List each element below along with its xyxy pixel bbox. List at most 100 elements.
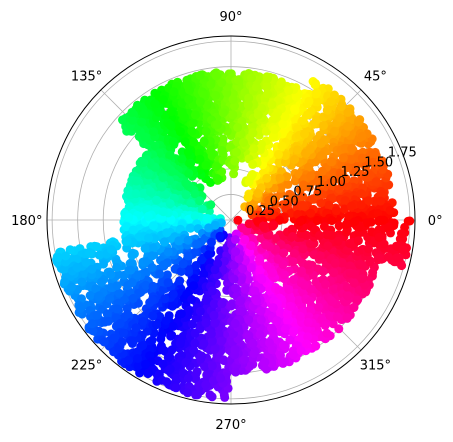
scatter-point [120,294,130,304]
scatter-point [357,274,367,284]
scatter-point [280,151,290,161]
scatter-point [382,180,392,190]
scatter-point [87,319,97,329]
scatter-point [207,361,217,371]
scatter-point [384,222,394,232]
scatter-point [270,111,280,121]
scatter-point [334,184,344,194]
scatter-point [254,254,264,264]
scatter-point [207,237,216,247]
scatter-point [143,211,153,221]
scatter-point [168,321,178,331]
scatter-point [236,275,246,285]
scatter-point [385,205,395,215]
scatter-point [183,235,193,245]
scatter-point [298,244,308,254]
scatter-point [229,274,239,284]
scatter-point [255,127,265,137]
scatter-point [147,335,157,345]
polar-frame [46,35,416,405]
r-tick-label: 0.25 [246,204,275,219]
scatter-point [364,196,374,206]
scatter-point [106,270,116,280]
scatter-point [277,141,287,151]
scatter-point [280,324,290,334]
scatter-point [366,217,376,227]
scatter-point [371,177,381,187]
scatter-point [293,295,303,305]
scatter-point [148,281,158,291]
scatter-point [207,151,217,161]
scatter-point [267,358,277,368]
scatter-point [186,199,196,209]
scatter-point [368,157,378,167]
scatter-point [94,291,104,301]
scatter-point [141,280,151,290]
scatter-point [157,182,167,192]
theta-tick-label: 180° [11,214,42,229]
scatter-point [148,243,158,253]
scatter-point [327,297,337,307]
scatter-point [183,251,193,261]
scatter-point [133,354,143,363]
scatter-point [244,331,254,340]
scatter-point [142,326,152,336]
r-tick-label: 1.50 [364,155,393,170]
scatter-point [305,296,315,306]
scatter-point [186,158,196,168]
scatter-point [206,329,216,339]
scatter-point [206,200,216,210]
scatter-point [99,259,108,269]
scatter-point [180,137,190,147]
scatter-point [140,243,150,253]
scatter-point [343,163,353,173]
scatter-point [87,264,97,274]
r-tick-label: 0.75 [293,185,322,200]
scatter-point [357,153,367,163]
scatter-point [183,147,193,157]
scatter-point [275,174,285,184]
scatter-point [243,100,253,110]
scatter-point [184,265,193,275]
scatter-point [119,328,128,338]
scatter-point [361,162,371,172]
scatter-point [273,254,283,264]
scatter-point [216,336,226,346]
scatter-point [228,94,238,104]
scatter-point [167,301,177,311]
scatter-point [163,278,173,288]
scatter-point [175,339,185,349]
scatter-point [318,266,328,276]
scatter-point [284,285,294,294]
scatter-point [204,223,214,233]
scatter-point [304,96,314,106]
scatter-point [209,310,219,320]
scatter-point [245,205,255,215]
scatter-point [353,295,363,305]
scatter-point [158,173,168,183]
scatter-point [230,156,240,166]
scatter-point [374,254,384,264]
scatter-point [181,358,191,368]
scatter-point [179,112,189,122]
scatter-point [231,283,241,293]
scatter-point [237,307,246,317]
scatter-point [233,123,243,132]
scatter-point [166,331,176,341]
scatter-point [263,89,273,99]
scatter-point [150,141,160,151]
scatter-point [343,107,353,117]
scatter-point [138,341,147,351]
scatter-point [210,344,220,354]
scatter-point [325,311,334,321]
scatter-point [240,355,250,364]
scatter-point [191,390,201,400]
scatter-point [247,170,257,179]
scatter-point [168,137,178,147]
scatter-point [296,346,306,356]
scatter-point [257,274,267,284]
scatter-point [199,137,209,147]
scatter-point [204,250,213,260]
theta-tick-label: 90° [219,10,242,25]
scatter-point [326,97,336,107]
